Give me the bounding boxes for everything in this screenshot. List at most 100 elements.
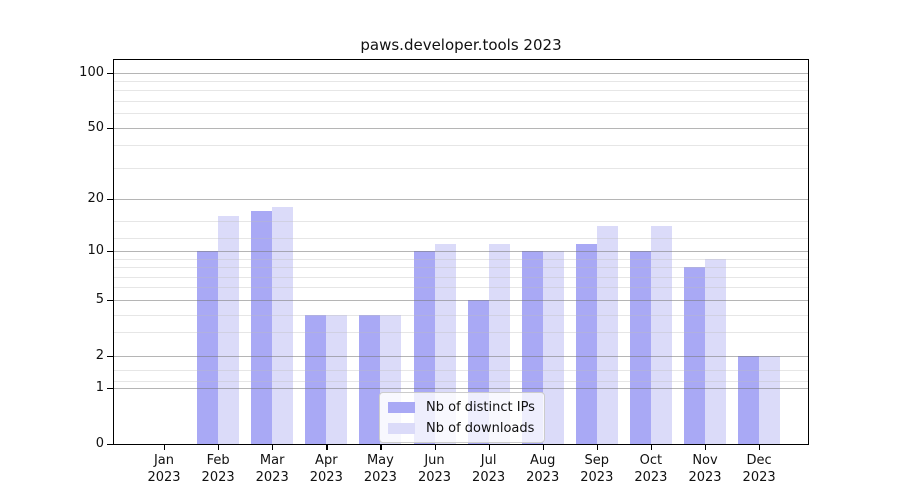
x-tick-month: Dec — [746, 453, 772, 468]
legend: Nb of distinct IPs Nb of downloads — [379, 392, 545, 443]
plot-area — [113, 59, 809, 445]
x-tick-mark — [759, 445, 761, 450]
x-tick-mark — [542, 445, 544, 450]
y-tick-mark — [107, 388, 113, 390]
bar-distinct-ips — [197, 251, 219, 444]
x-tick-month: Apr — [315, 453, 338, 468]
x-tick-month: Aug — [529, 453, 556, 468]
bar-downloads — [272, 207, 294, 444]
x-tick-mark — [596, 445, 599, 450]
x-tick-label: Aug 2023 — [511, 452, 575, 486]
y-tick-mark — [107, 72, 113, 74]
y-tick-mark — [107, 127, 113, 129]
x-tick-month: Nov — [692, 453, 718, 468]
x-tick-label: May 2023 — [348, 452, 412, 486]
legend-item-distinct-ips: Nb of distinct IPs — [388, 398, 535, 416]
y-tick-label: 20 — [87, 190, 104, 206]
y-tick-label: 50 — [87, 119, 104, 135]
bar-distinct-ips — [629, 251, 651, 444]
x-tick-label: Jan 2023 — [132, 452, 196, 486]
x-tick-year: 2023 — [309, 470, 343, 485]
x-tick-label: Oct 2023 — [619, 452, 683, 486]
minor-gridline — [114, 237, 808, 239]
y-tick-label: 5 — [95, 291, 104, 307]
x-tick-label: Mar 2023 — [240, 452, 304, 486]
bar-distinct-ips — [738, 355, 760, 444]
legend-swatch-downloads — [388, 422, 415, 434]
y-tick-mark — [107, 355, 113, 357]
x-tick-mark — [434, 445, 436, 450]
bar-distinct-ips — [684, 267, 705, 444]
x-tick-year: 2023 — [472, 470, 506, 485]
bar-distinct-ips — [575, 244, 597, 444]
major-gridline — [114, 355, 808, 357]
y-tick-mark — [107, 251, 113, 253]
x-tick-label: Jul 2023 — [457, 452, 521, 486]
legend-item-downloads: Nb of downloads — [388, 419, 535, 437]
minor-gridline — [114, 332, 808, 334]
minor-gridline — [114, 258, 808, 260]
y-tick-mark — [107, 444, 113, 446]
x-tick-year: 2023 — [363, 470, 397, 485]
legend-label-distinct-ips: Nb of distinct IPs — [426, 399, 535, 415]
x-tick-year: 2023 — [634, 470, 668, 485]
minor-gridline — [114, 167, 808, 169]
bar-distinct-ips — [251, 211, 273, 444]
x-tick-month: Jun — [424, 453, 445, 468]
y-tick-label: 100 — [79, 64, 104, 80]
x-tick-year: 2023 — [255, 470, 289, 485]
x-tick-year: 2023 — [201, 470, 235, 485]
minor-gridline — [114, 80, 808, 82]
y-tick-mark — [107, 299, 113, 302]
x-tick-month: Sep — [584, 453, 610, 468]
y-tick-label: 0 — [95, 436, 104, 451]
x-tick-mark — [272, 445, 274, 450]
chart-title: paws.developer.tools 2023 — [360, 36, 562, 54]
major-gridline — [114, 127, 808, 129]
major-gridline — [114, 198, 808, 200]
major-gridline — [114, 388, 808, 390]
minor-gridline — [114, 380, 808, 382]
x-tick-month: May — [366, 453, 394, 468]
legend-swatch-distinct-ips — [388, 401, 415, 413]
major-gridline — [114, 299, 808, 301]
x-tick-label: Feb 2023 — [186, 452, 250, 486]
x-tick-year: 2023 — [580, 470, 614, 485]
x-tick-year: 2023 — [688, 470, 722, 485]
minor-gridline — [114, 220, 808, 222]
minor-gridline — [114, 145, 808, 147]
y-tick-label: 1 — [95, 380, 104, 396]
x-tick-label: Nov 2023 — [673, 452, 737, 486]
minor-gridline — [114, 314, 808, 316]
y-tick-mark — [107, 198, 113, 201]
bar-downloads — [326, 314, 348, 444]
minor-gridline — [114, 90, 808, 92]
x-tick-label: Apr 2023 — [294, 452, 358, 486]
minor-gridline — [114, 276, 808, 278]
bar-downloads — [596, 226, 618, 444]
x-tick-mark — [705, 445, 707, 450]
y-tick-label: 2 — [95, 347, 104, 363]
x-tick-label: Dec 2023 — [727, 452, 791, 486]
x-tick-mark — [164, 445, 166, 450]
x-tick-month: Mar — [259, 453, 285, 468]
bar-downloads — [705, 258, 726, 444]
bar-distinct-ips — [359, 314, 381, 444]
x-tick-year: 2023 — [526, 470, 560, 485]
minor-gridline — [114, 100, 808, 102]
x-tick-mark — [488, 445, 490, 450]
minor-gridline — [114, 370, 808, 372]
minor-gridline — [114, 267, 808, 269]
x-tick-mark — [218, 445, 220, 450]
x-tick-mark — [326, 445, 328, 450]
x-tick-mark — [650, 445, 653, 450]
x-tick-month: Jul — [480, 453, 497, 468]
x-tick-month: Jan — [153, 453, 175, 468]
major-gridline — [114, 72, 808, 74]
x-tick-year: 2023 — [147, 470, 181, 485]
bar-distinct-ips — [305, 314, 327, 444]
minor-gridline — [114, 287, 808, 289]
y-tick-label: 10 — [87, 243, 104, 258]
x-tick-label: Jun 2023 — [403, 452, 467, 486]
